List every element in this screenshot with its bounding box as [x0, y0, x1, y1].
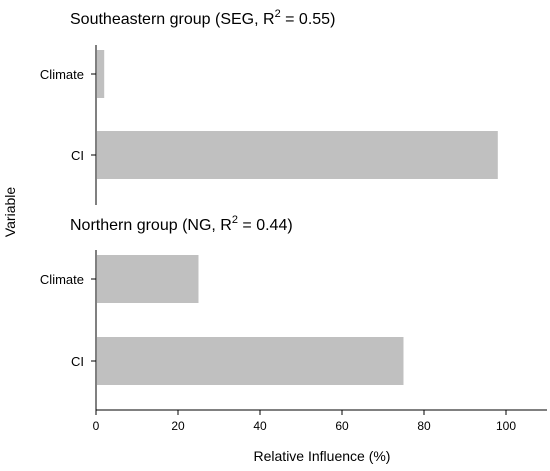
panel-title-seg: Southeastern group (SEG, R2 = 0.55) — [70, 8, 335, 28]
category-label-panel-1-climate: Climate — [40, 67, 84, 82]
panel-title-ng-suffix: = 0.44) — [238, 217, 293, 234]
x-tick-label-60: 60 — [335, 419, 349, 433]
category-label-panel-2-climate: Climate — [40, 272, 84, 287]
bar-panel-1-ci — [97, 131, 498, 179]
x-axis-title: Relative Influence (%) — [254, 448, 391, 464]
bar-panel-1-climate — [97, 50, 105, 98]
x-tick-label-20: 20 — [171, 419, 185, 433]
chart-marks: Climate CI Climate CI 0 20 40 60 80 100 — [40, 45, 547, 433]
panel-title-seg-prefix: Southeastern group (SEG, R — [70, 11, 275, 28]
panel-title-ng-prefix: Northern group (NG, R — [70, 217, 232, 234]
category-label-panel-2-ci: CI — [71, 354, 84, 369]
x-tick-label-80: 80 — [417, 419, 431, 433]
panel-title-ng: Northern group (NG, R2 = 0.44) — [70, 214, 293, 234]
category-label-panel-1-ci: CI — [71, 148, 84, 163]
y-axis-title: Variable — [2, 187, 18, 238]
panel-title-ng-superscript: 2 — [232, 214, 238, 226]
bar-panel-2-ci — [97, 337, 404, 385]
bar-panel-2-climate — [97, 255, 199, 303]
panel-title-seg-superscript: 2 — [275, 8, 281, 20]
x-tick-label-40: 40 — [253, 419, 267, 433]
panel-title-seg-suffix: = 0.55) — [281, 11, 336, 28]
x-tick-label-100: 100 — [496, 419, 516, 433]
x-tick-label-0: 0 — [93, 419, 100, 433]
